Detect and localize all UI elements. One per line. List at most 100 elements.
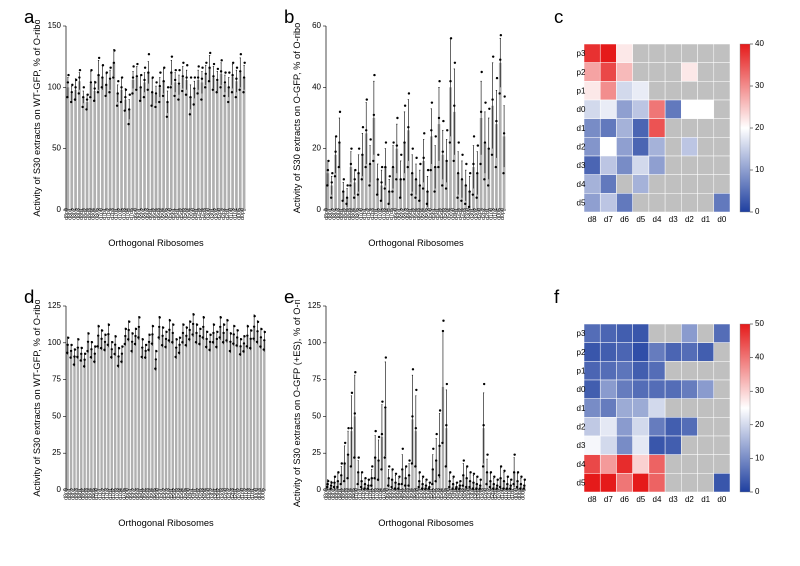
svg-text:20: 20 (755, 420, 764, 429)
data-point (374, 456, 376, 458)
heatmap-cell (600, 399, 616, 418)
data-point (402, 448, 404, 450)
bar (147, 73, 150, 210)
data-point (83, 86, 85, 88)
data-point (442, 330, 444, 332)
data-point (398, 483, 400, 485)
bar (161, 337, 163, 490)
heatmap-cell (616, 399, 632, 418)
panel-label: c (554, 6, 563, 28)
svg-text:d3: d3 (669, 495, 678, 504)
heatmap-cell (665, 100, 681, 119)
data-point (170, 71, 172, 73)
data-point (327, 160, 329, 162)
bar (131, 343, 133, 490)
data-point (204, 86, 206, 88)
data-point (385, 141, 387, 143)
heatmap-cell (600, 455, 616, 474)
data-point (168, 329, 170, 331)
svg-text:d2: d2 (685, 495, 694, 504)
data-point (503, 480, 505, 482)
data-point (232, 62, 234, 64)
bar (220, 74, 223, 210)
data-point (347, 453, 349, 455)
data-point (256, 330, 258, 332)
data-point (205, 346, 207, 348)
svg-text:75: 75 (52, 375, 61, 384)
bar (158, 328, 160, 490)
data-point (74, 348, 76, 350)
data-point (445, 187, 447, 189)
data-point (117, 92, 119, 94)
data-point (200, 98, 202, 100)
data-point (449, 80, 451, 82)
data-point (346, 197, 348, 199)
data-point (336, 486, 338, 488)
data-point (442, 151, 444, 153)
data-point (192, 313, 194, 315)
data-point (178, 344, 180, 346)
data-point (148, 341, 150, 343)
heatmap-cell (698, 193, 714, 212)
data-point (185, 76, 187, 78)
data-point (369, 138, 371, 140)
heatmap-cell (633, 399, 649, 418)
data-point (164, 346, 166, 348)
data-point (495, 120, 497, 122)
data-point (426, 190, 428, 192)
data-point (456, 481, 458, 483)
heatmap-cell (633, 137, 649, 156)
data-point (373, 114, 375, 116)
svg-text:d4: d4 (577, 460, 586, 469)
svg-text:Activity of S30 extracts on O-: Activity of S30 extracts on O-GFP, % of … (292, 23, 302, 214)
data-point (473, 473, 475, 475)
data-point (209, 52, 211, 54)
data-point (201, 78, 203, 80)
data-point (334, 175, 336, 177)
data-point (90, 356, 92, 358)
bar (105, 85, 108, 210)
data-point (80, 353, 82, 355)
data-point (178, 352, 180, 354)
data-point (206, 331, 208, 333)
data-point (125, 328, 127, 330)
data-point (395, 178, 397, 180)
data-point (132, 76, 134, 78)
heatmap-cell (698, 361, 714, 380)
data-point (130, 350, 132, 352)
bar (151, 92, 154, 210)
data-point (499, 486, 501, 488)
heatmap-cell (649, 436, 665, 455)
data-point (117, 365, 119, 367)
data-point (80, 359, 82, 361)
data-point (415, 389, 417, 391)
data-point (93, 360, 95, 362)
bar (204, 75, 207, 210)
data-point (497, 478, 499, 480)
data-point (85, 108, 87, 110)
data-point (377, 154, 379, 156)
data-point (243, 335, 245, 337)
data-point (503, 132, 505, 134)
svg-text:d0: d0 (717, 215, 726, 224)
data-point (354, 412, 356, 414)
data-point (520, 483, 522, 485)
data-point (67, 74, 69, 76)
heatmap-cell (714, 100, 730, 119)
heatmap-cell (698, 119, 714, 138)
data-point (129, 93, 131, 95)
data-point (225, 339, 227, 341)
data-point (469, 471, 471, 473)
heatmap-cell (681, 193, 697, 212)
heatmap-cell (698, 417, 714, 436)
bar (101, 78, 104, 210)
data-point (196, 323, 198, 325)
data-point (127, 338, 129, 340)
data-point (388, 477, 390, 479)
data-point (479, 484, 481, 486)
svg-text:20: 20 (312, 144, 321, 153)
data-point (205, 73, 207, 75)
data-point (257, 321, 259, 323)
data-point (373, 477, 375, 479)
data-point (121, 76, 123, 78)
